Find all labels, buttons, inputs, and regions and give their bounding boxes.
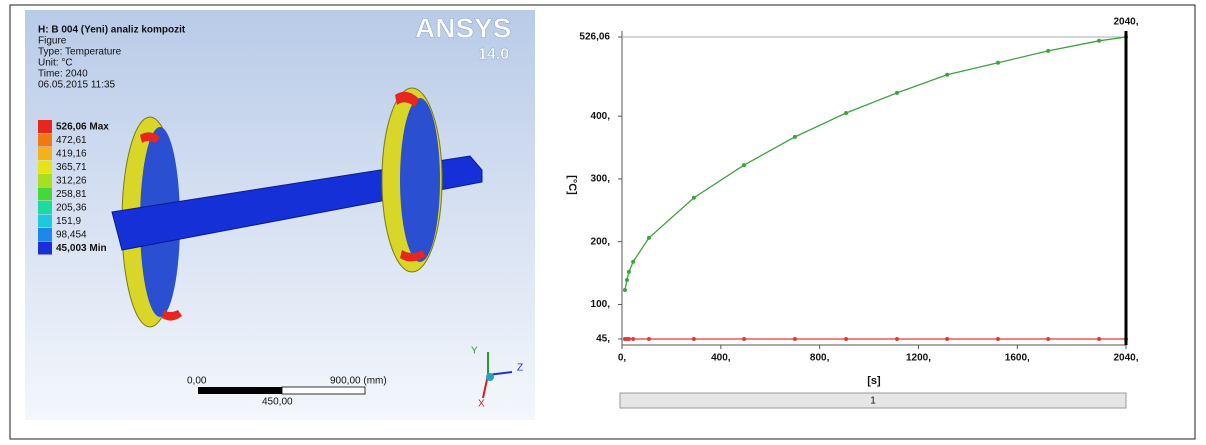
data-point bbox=[895, 337, 899, 341]
legend-swatch bbox=[38, 147, 52, 160]
header-line: 06.05.2015 11:35 bbox=[38, 80, 116, 91]
scale-bar bbox=[282, 387, 365, 394]
data-point bbox=[895, 91, 899, 95]
header-line: Figure bbox=[38, 36, 67, 47]
data-point bbox=[945, 337, 949, 341]
header-line: Type: Temperature bbox=[38, 47, 122, 58]
slider-label: 1 bbox=[870, 396, 876, 407]
data-point bbox=[631, 260, 635, 264]
legend-swatch bbox=[38, 215, 52, 228]
data-point bbox=[1097, 337, 1101, 341]
data-point bbox=[1046, 49, 1050, 53]
data-point bbox=[627, 337, 631, 341]
data-point bbox=[1097, 39, 1101, 43]
y-tick-label: 400, bbox=[591, 111, 611, 122]
scale-bar bbox=[198, 387, 282, 394]
data-point bbox=[996, 61, 1000, 65]
legend-label: 258,81 bbox=[56, 189, 87, 200]
legend-label: 98,454 bbox=[56, 230, 87, 241]
y-tick-label: 200, bbox=[591, 236, 611, 247]
page: ANSYS 14.0 H: B 004 (Yeni) analiz kompoz… bbox=[0, 0, 1206, 445]
logo: ANSYS bbox=[415, 12, 511, 43]
data-point bbox=[627, 270, 631, 274]
legend-label: 365,71 bbox=[56, 162, 87, 173]
scale-mid: 450,00 bbox=[262, 397, 293, 408]
data-point bbox=[623, 288, 627, 292]
legend-label: 526,06 Max bbox=[56, 122, 109, 133]
legend-label: 419,16 bbox=[56, 149, 87, 160]
legend-swatch bbox=[38, 120, 52, 133]
legend-label: 312,26 bbox=[56, 176, 87, 187]
data-point bbox=[625, 278, 629, 282]
x-tick-label: 1200, bbox=[906, 353, 931, 364]
x-tick-label: 2040, bbox=[1113, 353, 1138, 364]
data-point bbox=[631, 337, 635, 341]
data-point bbox=[844, 337, 848, 341]
scale-end: 900,00 (mm) bbox=[330, 376, 387, 387]
data-point bbox=[996, 337, 1000, 341]
legend-swatch bbox=[38, 188, 52, 201]
scale-start: 0,00 bbox=[187, 376, 207, 387]
header-line: H: B 004 (Yeni) analiz kompozit bbox=[38, 25, 186, 36]
data-point bbox=[647, 337, 651, 341]
header-line: Time: 2040 bbox=[38, 69, 88, 80]
legend-label: 472,61 bbox=[56, 135, 87, 146]
version: 14.0 bbox=[478, 46, 509, 63]
x-tick-label: 800, bbox=[810, 353, 830, 364]
y-axis-label: [°C] bbox=[566, 175, 578, 195]
data-point bbox=[742, 337, 746, 341]
x-axis-label: [s] bbox=[867, 375, 881, 387]
data-point bbox=[647, 236, 651, 240]
legend-swatch bbox=[38, 228, 52, 241]
data-point bbox=[844, 111, 848, 115]
data-point bbox=[793, 337, 797, 341]
legend-swatch bbox=[38, 174, 52, 187]
y-tick-label: 526,06 bbox=[579, 32, 610, 43]
legend-swatch bbox=[38, 201, 52, 214]
legend-label: 205,36 bbox=[56, 203, 87, 214]
header-line: Unit: °C bbox=[38, 58, 73, 69]
x-tick-label: 400, bbox=[711, 353, 731, 364]
legend-swatch bbox=[38, 242, 52, 255]
x-tick-label: 0, bbox=[618, 353, 627, 364]
cursor-label: 2040, bbox=[1113, 17, 1138, 28]
data-point bbox=[742, 163, 746, 167]
data-point bbox=[793, 135, 797, 139]
data-point bbox=[1046, 337, 1050, 341]
screenshot: ANSYS 14.0 H: B 004 (Yeni) analiz kompoz… bbox=[0, 0, 1206, 445]
triad-z: Z bbox=[517, 363, 523, 374]
y-tick-label: 45, bbox=[596, 334, 610, 345]
y-tick-label: 300, bbox=[591, 174, 611, 185]
legend-swatch bbox=[38, 134, 52, 147]
triad-y: Y bbox=[471, 346, 478, 357]
data-point bbox=[945, 73, 949, 77]
data-point bbox=[692, 337, 696, 341]
legend-label: 151,9 bbox=[56, 216, 81, 227]
y-tick-label: 100, bbox=[591, 299, 611, 310]
triad-x: X bbox=[478, 399, 485, 410]
x-tick-label: 1600, bbox=[1005, 353, 1030, 364]
legend-swatch bbox=[38, 161, 52, 174]
data-point bbox=[692, 196, 696, 200]
legend-label: 45,003 Min bbox=[56, 243, 107, 254]
